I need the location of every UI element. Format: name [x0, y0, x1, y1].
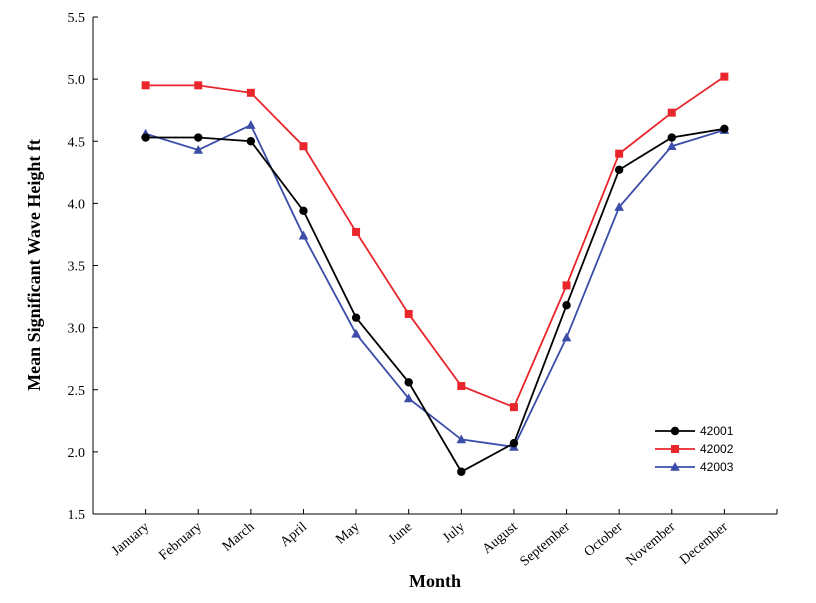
- data-point-42003: [193, 144, 204, 154]
- x-tick-label: November: [623, 519, 678, 569]
- legend-item-42002: 42002: [655, 442, 734, 456]
- legend-label: 42001: [700, 424, 734, 438]
- x-tick-label: January: [109, 520, 152, 559]
- x-tick-label: August: [480, 520, 521, 558]
- data-point-42001: [562, 301, 571, 310]
- x-tick-label: March: [220, 520, 258, 555]
- y-tick-label: 2.5: [68, 384, 86, 399]
- data-point-42001: [246, 137, 256, 146]
- data-point-42002: [246, 88, 255, 97]
- y-tick-label: 5.5: [68, 11, 86, 26]
- y-tick-label: 3.0: [68, 322, 86, 337]
- data-point-42001: [614, 165, 624, 175]
- x-tick-label: December: [677, 519, 731, 568]
- y-tick-label: 1.5: [68, 508, 86, 523]
- y-tick-label: 5.0: [68, 73, 86, 88]
- data-point-42003: [666, 141, 677, 151]
- data-point-42003: [403, 393, 414, 403]
- data-point-42001: [509, 438, 519, 448]
- series-line-42001: [145, 127, 725, 473]
- data-point-42001: [194, 133, 203, 142]
- series-line-42003: [145, 123, 725, 448]
- data-point-42002: [720, 72, 729, 81]
- series-line-42002: [145, 75, 725, 409]
- data-point-42001: [667, 133, 676, 142]
- data-point-42002: [615, 149, 624, 158]
- legend-item-42003: 42003: [655, 460, 734, 474]
- data-point-42002: [141, 81, 150, 90]
- x-tick-label: July: [440, 520, 468, 546]
- data-point-42001: [404, 378, 413, 387]
- x-tick-label: June: [386, 520, 415, 548]
- legend-label: 42003: [700, 460, 734, 474]
- y-tick-label: 3.5: [68, 260, 86, 275]
- data-point-42001: [351, 313, 361, 322]
- x-tick-label: May: [333, 520, 362, 548]
- series-42002: [141, 72, 729, 412]
- legend-marker: [670, 462, 680, 471]
- data-point-42002: [667, 108, 676, 117]
- data-point-42001: [141, 133, 150, 142]
- x-tick-label: February: [156, 520, 204, 564]
- y-tick-label: 4.5: [68, 135, 86, 150]
- series-42003: [140, 120, 730, 451]
- data-point-42003: [456, 434, 467, 444]
- legend-item-42001: 42001: [655, 424, 734, 438]
- x-axis-ticks: January February March April May June July Augu…: [92, 509, 778, 570]
- data-point-42001: [720, 124, 729, 134]
- data-point-42002: [457, 382, 466, 391]
- data-point-42003: [351, 328, 361, 338]
- x-tick-label: April: [278, 520, 310, 551]
- x-axis-title: Month: [409, 571, 461, 591]
- data-point-42001: [457, 467, 466, 476]
- x-tick-label: September: [518, 519, 574, 569]
- legend-label: 42002: [700, 442, 734, 456]
- axes: [92, 17, 777, 515]
- series-group: [140, 72, 730, 476]
- y-axis-ticks: 1.5 2.0 2.5 3.0 3.5 4.0 4.5 5.0 5.5: [68, 11, 98, 523]
- legend-marker: [671, 445, 679, 453]
- data-point-42002: [562, 281, 571, 290]
- y-axis-title: Mean Significant Wave Height ft: [24, 139, 44, 391]
- data-point-42003: [298, 230, 309, 240]
- x-tick-label: October: [582, 519, 626, 560]
- data-point-42003: [561, 332, 572, 342]
- data-point-42002: [352, 227, 361, 236]
- y-tick-label: 2.0: [68, 446, 86, 461]
- data-point-42003: [246, 120, 256, 129]
- data-point-42001: [299, 206, 308, 216]
- data-point-42002: [299, 142, 308, 151]
- legend: 42001 42002 42003: [655, 424, 734, 474]
- data-point-42002: [509, 403, 518, 412]
- legend-marker: [670, 426, 680, 436]
- data-point-42002: [194, 81, 203, 90]
- y-tick-label: 4.0: [68, 197, 86, 212]
- data-point-42002: [404, 309, 413, 318]
- data-point-42003: [614, 202, 624, 211]
- series-42001: [141, 124, 729, 476]
